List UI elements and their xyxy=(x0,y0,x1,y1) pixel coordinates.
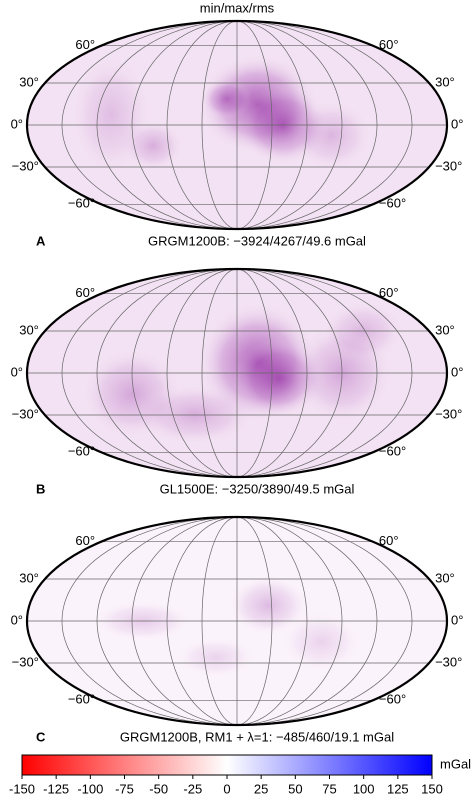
panel-label: B xyxy=(36,481,45,496)
colorbar xyxy=(21,754,433,776)
colorbar-tick-label: 150 xyxy=(421,781,443,796)
lat-label: 0° xyxy=(451,364,463,379)
panel-caption: GRGM1200B, RM1 + λ=1: −485/460/19.1 mGal xyxy=(120,729,394,744)
colorbar-tick-label: 100 xyxy=(353,781,375,796)
lat-label: −60° xyxy=(379,692,406,707)
colorbar-tick-label: 50 xyxy=(288,781,302,796)
lat-label: 60° xyxy=(379,285,399,300)
lat-label: 0° xyxy=(11,612,23,627)
colorbar-tick-label: 25 xyxy=(254,781,268,796)
lat-label: −30° xyxy=(435,406,462,421)
lat-label: −30° xyxy=(12,406,39,421)
map-panel xyxy=(27,21,447,229)
lat-label: 30° xyxy=(435,74,455,89)
lat-label: 0° xyxy=(451,612,463,627)
colorbar-tick-label: 125 xyxy=(387,781,409,796)
colorbar-tick-label: -50 xyxy=(149,781,168,796)
lat-label: 60° xyxy=(379,533,399,548)
lat-label: −30° xyxy=(435,654,462,669)
lat-label: 30° xyxy=(435,322,455,337)
anomaly-texture xyxy=(201,79,252,119)
lat-label: −30° xyxy=(12,654,39,669)
anomaly-texture xyxy=(323,301,403,362)
lat-label: −60° xyxy=(68,444,95,459)
anomaly-texture xyxy=(71,54,151,175)
panel-caption: GRGM1200B: −3924/4267/49.6 mGal xyxy=(148,233,366,248)
lat-label: 30° xyxy=(19,570,39,585)
anomaly-texture xyxy=(176,637,256,678)
lat-label: 0° xyxy=(11,116,23,131)
panel-label: A xyxy=(36,233,46,248)
lat-label: 30° xyxy=(19,74,39,89)
lat-label: −60° xyxy=(379,196,406,211)
lat-label: 30° xyxy=(19,322,39,337)
lat-label: 60° xyxy=(75,533,95,548)
colorbar-tick-label: -125 xyxy=(43,781,69,796)
colorbar-unit: mGal xyxy=(440,756,471,771)
lat-label: −60° xyxy=(68,692,95,707)
colorbar-tick-label: -100 xyxy=(77,781,103,796)
panel-caption: GL1500E: −3250/3890/49.5 mGal xyxy=(160,481,355,496)
anomaly-texture xyxy=(135,384,255,445)
map-outline xyxy=(25,19,449,231)
anomaly-texture xyxy=(281,611,361,672)
lat-label: −60° xyxy=(379,444,406,459)
lat-label: 30° xyxy=(435,570,455,585)
lat-label: 60° xyxy=(379,37,399,52)
map-outline xyxy=(25,515,449,727)
colorbar-tick-label: -150 xyxy=(9,781,35,796)
colorbar-tick-label: -75 xyxy=(115,781,134,796)
colorbar-tick-label: 0 xyxy=(223,781,230,796)
figure-title: min/max/rms xyxy=(200,0,275,15)
lat-label: 0° xyxy=(11,364,23,379)
map-outline xyxy=(25,267,449,479)
anomaly-texture xyxy=(228,575,309,636)
map-panel xyxy=(27,269,447,477)
colorbar-tick-label: 75 xyxy=(322,781,336,796)
panel-label: C xyxy=(36,729,46,744)
colorbar-tick-label: -25 xyxy=(183,781,202,796)
lat-label: 0° xyxy=(451,116,463,131)
lat-label: 60° xyxy=(75,37,95,52)
lat-label: −60° xyxy=(68,196,95,211)
map-panel xyxy=(27,517,447,725)
lat-label: −30° xyxy=(435,158,462,173)
lat-label: −30° xyxy=(12,158,39,173)
anomaly-texture xyxy=(291,100,372,171)
lat-label: 60° xyxy=(75,285,95,300)
